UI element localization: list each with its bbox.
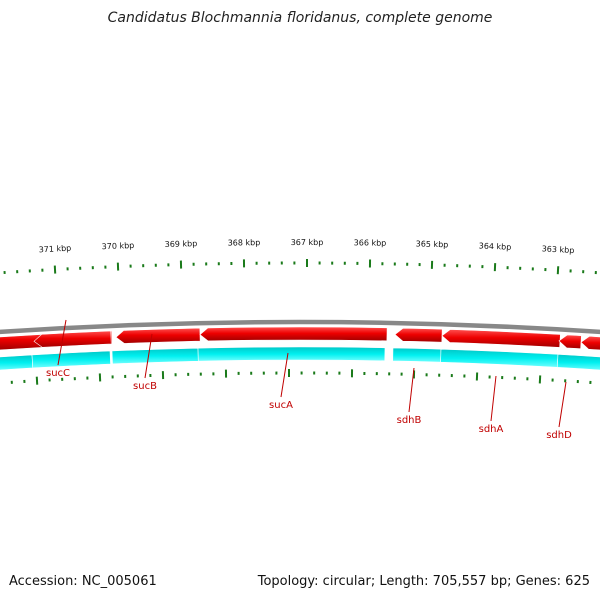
forward-strand-genes	[0, 326, 600, 351]
gene-leader-line	[558, 381, 567, 428]
inner-kbp-ticks	[10, 369, 592, 385]
kbp-label: 371 kbp	[38, 244, 71, 255]
gene-label-sdhB: sdhB	[397, 415, 422, 426]
kbp-label: 370 kbp	[102, 241, 135, 251]
gene-label-sucB: sucB	[133, 381, 157, 392]
gene-labels: sucC sucB sucA sdhB sdhA sdhD	[46, 319, 572, 441]
gene-leader-line	[490, 375, 497, 422]
reverse-gene-segment	[440, 348, 559, 368]
kbp-label: 369 kbp	[165, 239, 198, 249]
forward-gene-arrow	[33, 330, 112, 348]
forward-gene-arrow	[580, 335, 600, 351]
gene-label-sucA: sucA	[269, 400, 293, 411]
kbp-label: 367 kbp	[291, 238, 324, 247]
gene-leader-line	[280, 352, 289, 398]
forward-gene-arrow	[115, 327, 201, 344]
forward-gene-arrow	[558, 334, 582, 350]
gene-label-sdhD: sdhD	[546, 430, 572, 441]
reverse-strand-genes	[0, 346, 600, 371]
gene-label-sucC: sucC	[46, 368, 70, 379]
reverse-gene-segment	[392, 347, 442, 363]
kbp-label: 366 kbp	[354, 238, 387, 247]
reverse-gene-segment	[556, 354, 600, 371]
kbp-label: 364 kbp	[479, 241, 512, 251]
forward-gene-arrow	[199, 326, 388, 342]
forward-gene-arrow	[394, 327, 443, 343]
genome-summary: Topology: circular; Length: 705,557 bp; …	[257, 574, 590, 589]
outer-kbp-ticks	[3, 259, 597, 275]
gene-label-sdhA: sdhA	[479, 424, 504, 435]
genome-backbone	[0, 319, 600, 335]
kbp-label: 368 kbp	[228, 238, 261, 247]
reverse-gene-segment	[31, 350, 111, 369]
kbp-scale-labels: 371 kbp 370 kbp 369 kbp 368 kbp 367 kbp 366 k…	[38, 238, 574, 255]
reverse-gene-segment	[0, 354, 34, 371]
accession-label: Accession: NC_005061	[9, 574, 157, 589]
gene-leader-line	[408, 367, 415, 413]
kbp-label: 365 kbp	[416, 239, 449, 249]
reverse-gene-segment	[111, 347, 199, 365]
gene-leader-line	[144, 333, 153, 379]
map-title: Candidatus Blochmannia floridanus, compl…	[107, 10, 493, 26]
backbone-line	[0, 319, 600, 335]
reverse-gene-segment	[197, 346, 386, 362]
forward-gene-arrow	[441, 329, 561, 348]
gene-leader-line	[57, 319, 67, 366]
kbp-label: 363 kbp	[541, 244, 574, 255]
